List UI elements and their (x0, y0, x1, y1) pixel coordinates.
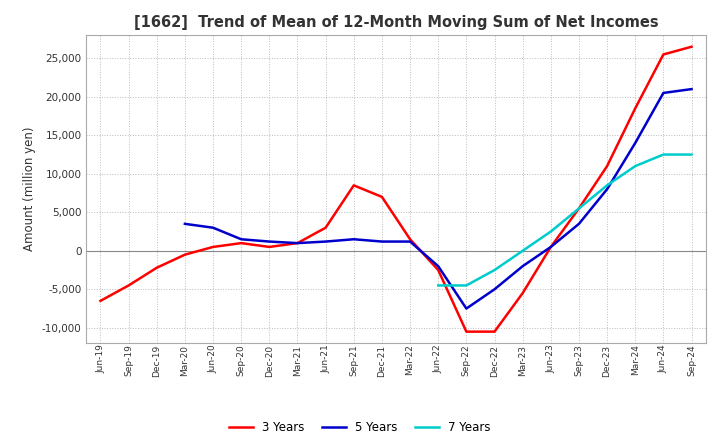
Title: [1662]  Trend of Mean of 12-Month Moving Sum of Net Incomes: [1662] Trend of Mean of 12-Month Moving … (134, 15, 658, 30)
7 Years (575, 206, 583, 211)
5 Years (659, 90, 667, 95)
7 Years (518, 248, 527, 253)
3 Years (434, 268, 443, 273)
Legend: 3 Years, 5 Years, 7 Years: 3 Years, 5 Years, 7 Years (225, 416, 495, 439)
7 Years (546, 229, 555, 234)
7 Years (631, 163, 639, 169)
5 Years (349, 237, 358, 242)
Line: 7 Years: 7 Years (438, 154, 691, 286)
7 Years (603, 183, 611, 188)
3 Years (209, 244, 217, 249)
7 Years (434, 283, 443, 288)
3 Years (237, 240, 246, 246)
7 Years (490, 268, 499, 273)
3 Years (631, 106, 639, 111)
5 Years (490, 287, 499, 292)
3 Years (575, 206, 583, 211)
5 Years (518, 264, 527, 269)
3 Years (462, 329, 471, 334)
7 Years (687, 152, 696, 157)
5 Years (293, 240, 302, 246)
5 Years (631, 140, 639, 146)
3 Years (293, 240, 302, 246)
5 Years (209, 225, 217, 231)
7 Years (462, 283, 471, 288)
5 Years (377, 239, 386, 244)
3 Years (546, 244, 555, 249)
3 Years (181, 252, 189, 257)
5 Years (546, 244, 555, 249)
3 Years (377, 194, 386, 200)
5 Years (181, 221, 189, 227)
3 Years (659, 52, 667, 57)
5 Years (603, 187, 611, 192)
5 Years (575, 221, 583, 227)
5 Years (265, 239, 274, 244)
Line: 5 Years: 5 Years (185, 89, 691, 308)
Line: 3 Years: 3 Years (101, 47, 691, 332)
3 Years (153, 265, 161, 270)
5 Years (687, 86, 696, 92)
5 Years (462, 306, 471, 311)
3 Years (125, 283, 133, 288)
3 Years (603, 163, 611, 169)
3 Years (490, 329, 499, 334)
3 Years (265, 244, 274, 249)
3 Years (687, 44, 696, 49)
5 Years (237, 237, 246, 242)
3 Years (321, 225, 330, 231)
3 Years (96, 298, 105, 304)
5 Years (434, 264, 443, 269)
3 Years (518, 290, 527, 296)
5 Years (406, 239, 415, 244)
3 Years (349, 183, 358, 188)
5 Years (321, 239, 330, 244)
Y-axis label: Amount (million yen): Amount (million yen) (23, 127, 36, 251)
7 Years (659, 152, 667, 157)
3 Years (406, 237, 415, 242)
